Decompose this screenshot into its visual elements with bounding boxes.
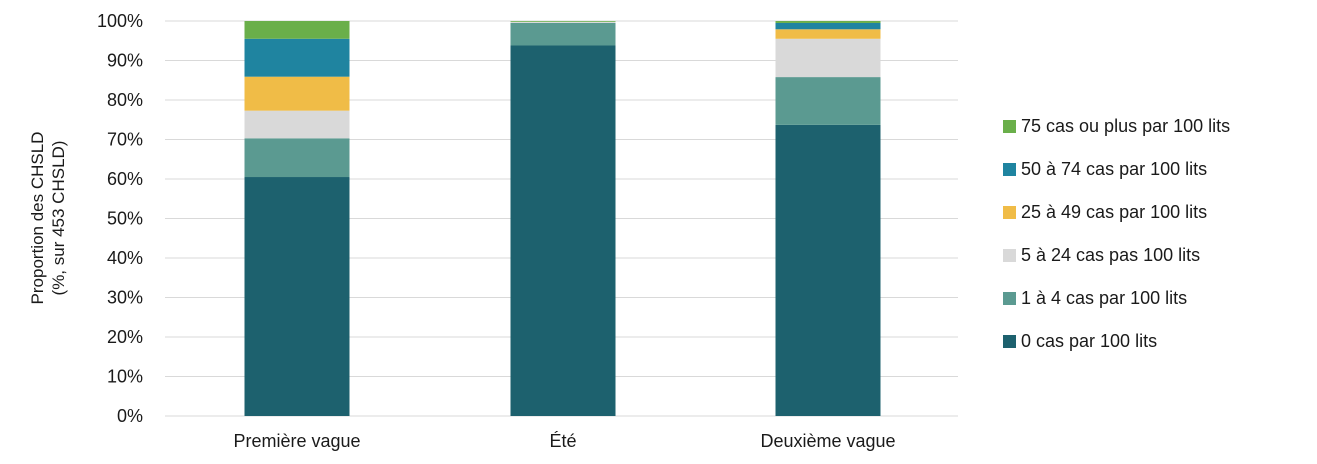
legend-swatch bbox=[1003, 163, 1016, 176]
bar-segment bbox=[510, 45, 616, 417]
y-tick-label: 0% bbox=[117, 406, 143, 426]
bar-segment bbox=[775, 77, 881, 125]
y-tick-label: 100% bbox=[97, 11, 143, 31]
legend-swatch bbox=[1003, 120, 1016, 133]
bar-segment bbox=[775, 124, 881, 416]
x-tick-label: Deuxième vague bbox=[760, 431, 895, 451]
y-axis-label: Proportion des CHSLD (%, sur 453 CHSLD) bbox=[28, 132, 68, 305]
y-tick-label: 80% bbox=[107, 90, 143, 110]
y-axis-label-line: (%, sur 453 CHSLD) bbox=[49, 141, 68, 296]
y-tick-label: 60% bbox=[107, 169, 143, 189]
bar-segment bbox=[775, 38, 881, 78]
legend-label: 50 à 74 cas par 100 lits bbox=[1021, 159, 1207, 179]
legend-label: 0 cas par 100 lits bbox=[1021, 331, 1157, 351]
y-axis-tick-labels: 0% 10% 20% 30% 40% 50% 60% 70% 80% 90% 100% bbox=[97, 11, 143, 426]
legend-label: 75 cas ou plus par 100 lits bbox=[1021, 116, 1230, 136]
bar-segment bbox=[775, 21, 881, 23]
bars bbox=[244, 21, 881, 417]
legend-swatch bbox=[1003, 249, 1016, 262]
x-tick-label: Première vague bbox=[233, 431, 360, 451]
y-tick-label: 50% bbox=[107, 209, 143, 229]
bar-segment bbox=[510, 21, 616, 23]
y-axis-label-line: Proportion des CHSLD bbox=[28, 132, 47, 305]
legend: 75 cas ou plus par 100 lits 50 à 74 cas p… bbox=[1003, 116, 1230, 351]
legend-label: 5 à 24 cas pas 100 lits bbox=[1021, 245, 1200, 265]
legend-label: 25 à 49 cas par 100 lits bbox=[1021, 202, 1207, 222]
bar-segment bbox=[510, 22, 616, 46]
bar-segment bbox=[775, 22, 881, 30]
legend-swatch bbox=[1003, 335, 1016, 348]
y-tick-label: 20% bbox=[107, 327, 143, 347]
y-tick-label: 30% bbox=[107, 288, 143, 308]
legend-swatch bbox=[1003, 206, 1016, 219]
y-tick-label: 90% bbox=[107, 51, 143, 71]
bar-segment bbox=[510, 21, 616, 22]
y-tick-label: 10% bbox=[107, 367, 143, 387]
y-tick-label: 70% bbox=[107, 130, 143, 150]
bar-segment bbox=[244, 38, 350, 77]
legend-swatch bbox=[1003, 292, 1016, 305]
x-axis-tick-labels: Première vague Été Deuxième vague bbox=[233, 431, 895, 451]
bar-segment bbox=[244, 138, 350, 178]
bar-segment bbox=[244, 76, 350, 111]
bar-segment bbox=[244, 21, 350, 39]
bar-segment bbox=[775, 29, 881, 39]
bar-segment bbox=[244, 110, 350, 139]
x-tick-label: Été bbox=[549, 431, 576, 451]
legend-label: 1 à 4 cas par 100 lits bbox=[1021, 288, 1187, 308]
bar-segment bbox=[244, 177, 350, 416]
y-tick-label: 40% bbox=[107, 248, 143, 268]
